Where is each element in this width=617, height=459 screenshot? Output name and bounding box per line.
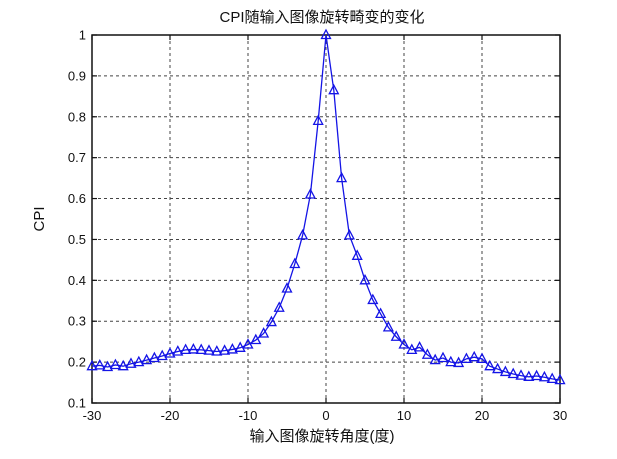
data-marker bbox=[429, 353, 441, 365]
data-marker bbox=[86, 359, 98, 371]
data-marker bbox=[273, 301, 285, 312]
x-tick-label: -30 bbox=[83, 408, 102, 423]
data-marker bbox=[180, 343, 192, 354]
y-tick-label: 0.1 bbox=[68, 396, 86, 411]
data-marker bbox=[398, 338, 410, 349]
data-marker bbox=[367, 293, 379, 305]
data-marker bbox=[414, 341, 426, 352]
data-marker bbox=[554, 373, 566, 385]
y-tick-label: 0.4 bbox=[68, 273, 86, 288]
y-axis-label: CPI bbox=[31, 206, 48, 231]
data-marker bbox=[281, 282, 293, 293]
data-marker bbox=[172, 345, 184, 356]
data-marker bbox=[328, 83, 340, 95]
data-marker bbox=[546, 372, 558, 384]
data-marker bbox=[484, 359, 496, 371]
x-tick-label: -10 bbox=[239, 408, 258, 423]
y-tick-label: 0.3 bbox=[68, 314, 86, 329]
data-marker bbox=[226, 343, 238, 354]
data-marker bbox=[117, 359, 129, 371]
x-tick-label: 30 bbox=[553, 408, 567, 423]
x-axis-label: 输入图像旋转角度(度) bbox=[250, 428, 395, 445]
data-marker bbox=[297, 228, 309, 240]
data-marker bbox=[133, 355, 145, 367]
data-marker bbox=[258, 327, 270, 338]
data-marker bbox=[359, 273, 371, 285]
data-marker bbox=[304, 188, 316, 199]
data-marker bbox=[523, 370, 535, 381]
data-marker bbox=[265, 315, 277, 327]
data-marker bbox=[289, 257, 301, 269]
data-marker bbox=[250, 333, 262, 345]
data-marker bbox=[437, 351, 449, 363]
x-tick-label: -20 bbox=[161, 408, 180, 423]
data-marker bbox=[382, 320, 394, 332]
y-tick-label: 1 bbox=[79, 28, 86, 43]
data-marker bbox=[406, 343, 418, 354]
data-marker bbox=[164, 347, 176, 358]
x-tick-label: 10 bbox=[397, 408, 411, 423]
y-tick-label: 0.7 bbox=[68, 150, 86, 165]
data-marker bbox=[476, 352, 488, 363]
data-marker bbox=[312, 114, 324, 126]
data-marker bbox=[421, 348, 433, 359]
data-marker bbox=[156, 349, 168, 361]
data-marker bbox=[445, 355, 457, 367]
data-marker bbox=[141, 353, 153, 365]
data-marker bbox=[187, 343, 199, 354]
data-marker bbox=[375, 307, 387, 319]
data-marker bbox=[195, 343, 207, 354]
data-marker bbox=[343, 228, 355, 240]
data-marker bbox=[531, 369, 543, 381]
data-marker bbox=[148, 351, 160, 363]
data-marker bbox=[492, 362, 504, 374]
y-tick-label: 0.6 bbox=[68, 191, 86, 206]
y-tick-label: 0.8 bbox=[68, 109, 86, 124]
data-marker bbox=[468, 350, 480, 362]
data-line bbox=[91, 34, 561, 381]
y-tick-label: 0.9 bbox=[68, 68, 86, 83]
data-marker bbox=[538, 370, 550, 382]
data-marker bbox=[320, 28, 332, 40]
y-tick-label: 0.5 bbox=[68, 232, 86, 247]
chart-title: CPI随输入图像旋转畸变的变化 bbox=[219, 9, 424, 26]
data-marker bbox=[515, 369, 527, 380]
data-marker bbox=[460, 352, 472, 363]
data-marker bbox=[102, 360, 114, 372]
data-marker bbox=[336, 171, 348, 183]
data-marker bbox=[203, 344, 215, 355]
x-tick-label: 20 bbox=[475, 408, 489, 423]
data-marker bbox=[499, 365, 511, 377]
data-marker bbox=[109, 358, 121, 370]
data-marker bbox=[211, 345, 223, 356]
data-marker bbox=[390, 330, 402, 341]
data-marker bbox=[125, 357, 137, 368]
data-marker bbox=[219, 344, 231, 355]
data-marker bbox=[453, 356, 465, 368]
plot-area: -30 -20 -10 0 10 20 30 0.1 0.2 0.3 0.4 0.5 0.6 0.7 0.8… bbox=[68, 28, 567, 424]
data-marker bbox=[242, 338, 254, 349]
data-marker bbox=[351, 249, 363, 260]
data-marker bbox=[94, 358, 106, 370]
y-tick-label: 0.2 bbox=[68, 355, 86, 370]
x-tick-label: 0 bbox=[322, 408, 329, 423]
data-marker bbox=[234, 341, 246, 352]
data-marker bbox=[507, 367, 519, 379]
